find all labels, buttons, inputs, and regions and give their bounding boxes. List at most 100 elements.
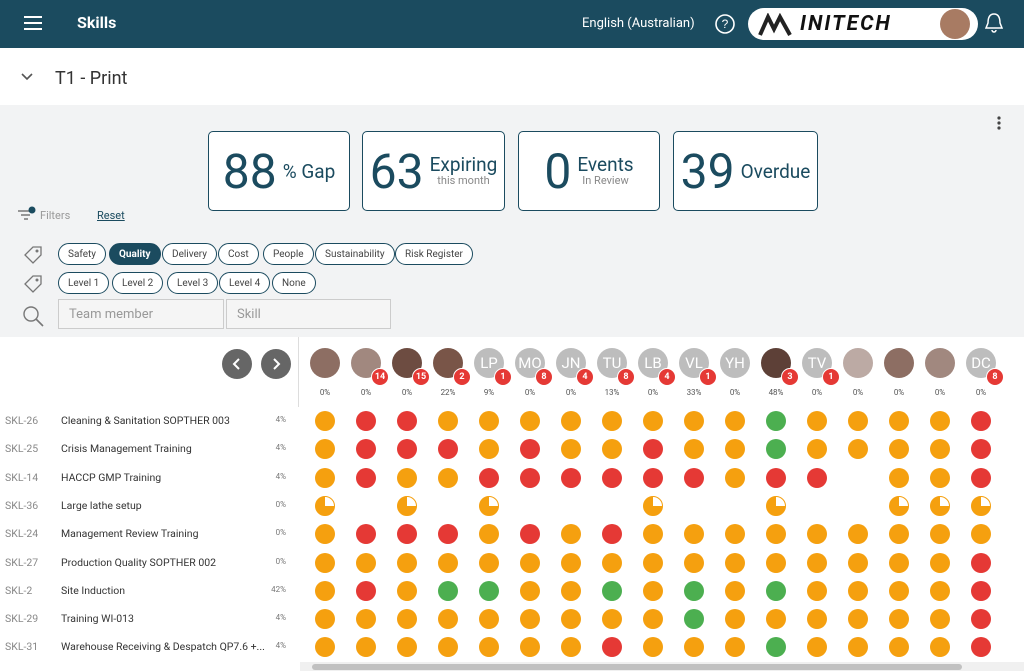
member-avatar[interactable] [310, 348, 340, 378]
status-dot[interactable] [479, 439, 499, 460]
search-input[interactable]: Skill [226, 299, 391, 329]
status-dot[interactable] [971, 439, 991, 460]
status-dot[interactable] [397, 637, 417, 658]
skill-name[interactable]: Cleaning & Sanitation SOPTHER 003 [61, 414, 230, 427]
status-dot[interactable] [971, 495, 991, 516]
language[interactable]: English (Australian) [582, 16, 695, 31]
skill-name[interactable]: Site Induction [61, 583, 126, 597]
stat-card[interactable]: 0 Events In Review [518, 131, 660, 211]
status-dot[interactable] [684, 467, 704, 488]
status-dot[interactable] [479, 580, 499, 601]
status-dot[interactable] [971, 411, 991, 431]
stat-card[interactable]: 63 Expiring this month [362, 131, 505, 211]
status-dot[interactable] [602, 637, 622, 658]
member-avatar[interactable]: LB [638, 348, 668, 378]
prev-button[interactable] [222, 349, 252, 379]
status-dot[interactable] [643, 580, 663, 601]
skill-name[interactable]: Crisis Management Training [61, 442, 192, 456]
member-avatar[interactable] [843, 348, 873, 378]
status-dot[interactable] [643, 467, 663, 488]
status-dot[interactable] [848, 609, 868, 630]
skill-name[interactable]: Production Quality SOPTHER 002 [61, 555, 217, 569]
status-dot[interactable] [356, 609, 376, 630]
status-dot[interactable] [438, 609, 458, 630]
status-dot[interactable] [520, 411, 540, 431]
status-dot[interactable] [315, 609, 335, 630]
status-dot[interactable] [725, 580, 745, 601]
status-dot[interactable] [479, 637, 499, 658]
collapse-icon[interactable] [20, 72, 34, 82]
status-dot[interactable] [397, 467, 417, 488]
status-dot[interactable] [889, 580, 909, 601]
status-dot[interactable] [889, 495, 909, 516]
status-dot[interactable] [889, 552, 909, 573]
status-dot[interactable] [520, 637, 540, 658]
status-dot[interactable] [397, 609, 417, 630]
status-dot[interactable] [930, 637, 950, 658]
member-avatar[interactable] [925, 348, 955, 378]
reset-link[interactable]: Reset [97, 209, 125, 222]
category-chip[interactable]: People [263, 243, 314, 265]
status-dot[interactable] [315, 467, 335, 488]
status-dot[interactable] [561, 552, 581, 573]
status-dot[interactable] [725, 552, 745, 573]
status-dot[interactable] [315, 580, 335, 601]
status-dot[interactable] [397, 580, 417, 601]
status-dot[interactable] [356, 439, 376, 460]
category-chip[interactable]: Delivery [162, 243, 218, 265]
status-dot[interactable] [684, 552, 704, 573]
status-dot[interactable] [561, 637, 581, 658]
status-dot[interactable] [520, 524, 540, 545]
status-dot[interactable] [807, 580, 827, 601]
status-dot[interactable] [930, 609, 950, 630]
status-dot[interactable] [520, 580, 540, 601]
status-dot[interactable] [725, 467, 745, 488]
status-dot[interactable] [971, 637, 991, 658]
status-dot[interactable] [766, 495, 786, 516]
status-dot[interactable] [930, 411, 950, 431]
status-dot[interactable] [397, 495, 417, 516]
status-dot[interactable] [807, 524, 827, 545]
status-dot[interactable] [807, 637, 827, 658]
status-dot[interactable] [315, 637, 335, 658]
next-button[interactable] [261, 349, 291, 379]
status-dot[interactable] [602, 609, 622, 630]
status-dot[interactable] [479, 609, 499, 630]
skill-name[interactable]: Warehouse Receiving & Despatch QP7.6 +..… [61, 640, 265, 654]
stat-card[interactable]: 88 % Gap [208, 131, 350, 211]
member-avatar[interactable] [884, 348, 914, 378]
category-chip[interactable]: Cost [218, 243, 259, 265]
status-dot[interactable] [356, 411, 376, 431]
status-dot[interactable] [848, 580, 868, 601]
search-input[interactable]: Team member [58, 299, 224, 329]
status-dot[interactable] [561, 580, 581, 601]
status-dot[interactable] [479, 552, 499, 573]
status-dot[interactable] [766, 637, 786, 658]
status-dot[interactable] [930, 580, 950, 601]
level-chip[interactable]: Level 3 [167, 272, 219, 294]
status-dot[interactable] [971, 524, 991, 545]
status-dot[interactable] [479, 495, 499, 516]
status-dot[interactable] [438, 580, 458, 601]
status-dot[interactable] [520, 439, 540, 460]
status-dot[interactable] [725, 411, 745, 431]
status-dot[interactable] [889, 467, 909, 488]
status-dot[interactable] [766, 552, 786, 573]
status-dot[interactable] [971, 580, 991, 601]
status-dot[interactable] [643, 637, 663, 658]
status-dot[interactable] [315, 411, 335, 431]
status-dot[interactable] [766, 467, 786, 488]
status-dot[interactable] [397, 524, 417, 545]
status-dot[interactable] [397, 411, 417, 431]
status-dot[interactable] [520, 552, 540, 573]
status-dot[interactable] [561, 524, 581, 545]
status-dot[interactable] [889, 439, 909, 460]
status-dot[interactable] [766, 439, 786, 460]
status-dot[interactable] [684, 580, 704, 601]
level-chip[interactable]: None [272, 272, 316, 294]
status-dot[interactable] [971, 609, 991, 630]
status-dot[interactable] [643, 552, 663, 573]
stat-card[interactable]: 39 Overdue [673, 131, 818, 211]
member-avatar[interactable]: MO [515, 348, 545, 378]
member-avatar[interactable]: YH [720, 348, 750, 378]
